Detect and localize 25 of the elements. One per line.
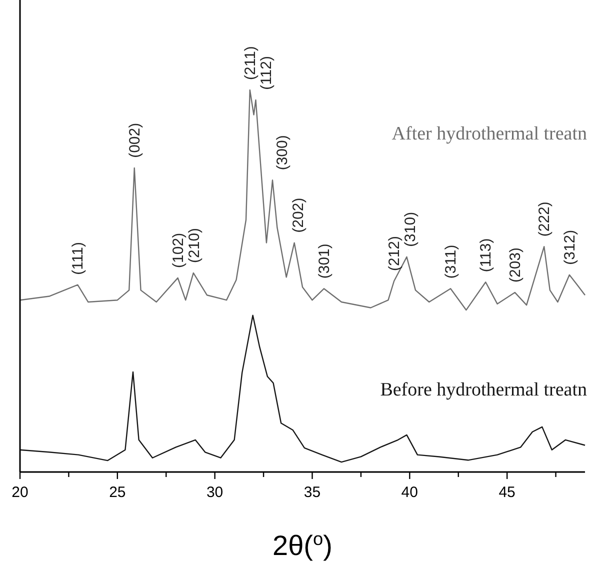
x-tick-label: 20 xyxy=(12,484,28,501)
x-tick-label: 30 xyxy=(206,484,224,501)
annotation: (202) xyxy=(290,198,307,233)
annotation: (222) xyxy=(536,202,554,237)
annotation: (300) xyxy=(274,135,291,170)
x-tick-label: 25 xyxy=(109,484,126,501)
x-tick-label: 40 xyxy=(401,484,418,501)
annotation: (310) xyxy=(402,212,420,247)
annotation: (211) xyxy=(242,46,259,80)
annotation: (210) xyxy=(186,228,203,263)
x-tick-label: 35 xyxy=(304,484,321,501)
x-tick-label: 45 xyxy=(498,484,516,501)
text: Before hydrothermal treatn xyxy=(380,380,588,401)
annotation: (102) xyxy=(170,232,187,268)
text: After hydrothermal treatn xyxy=(392,124,588,145)
annotation: (111) xyxy=(70,242,87,275)
annotation: (312) xyxy=(561,230,578,265)
annotation: (002) xyxy=(126,122,144,158)
annotation: (311) xyxy=(442,244,460,279)
x-axis-title: 2θ($^{o}$) xyxy=(272,529,332,561)
annotation: (113) xyxy=(478,238,495,272)
annotation: (203) xyxy=(506,247,524,282)
annotation: (212) xyxy=(386,236,404,271)
annotation: (301) xyxy=(316,244,333,279)
annotation: (112) xyxy=(258,56,275,90)
